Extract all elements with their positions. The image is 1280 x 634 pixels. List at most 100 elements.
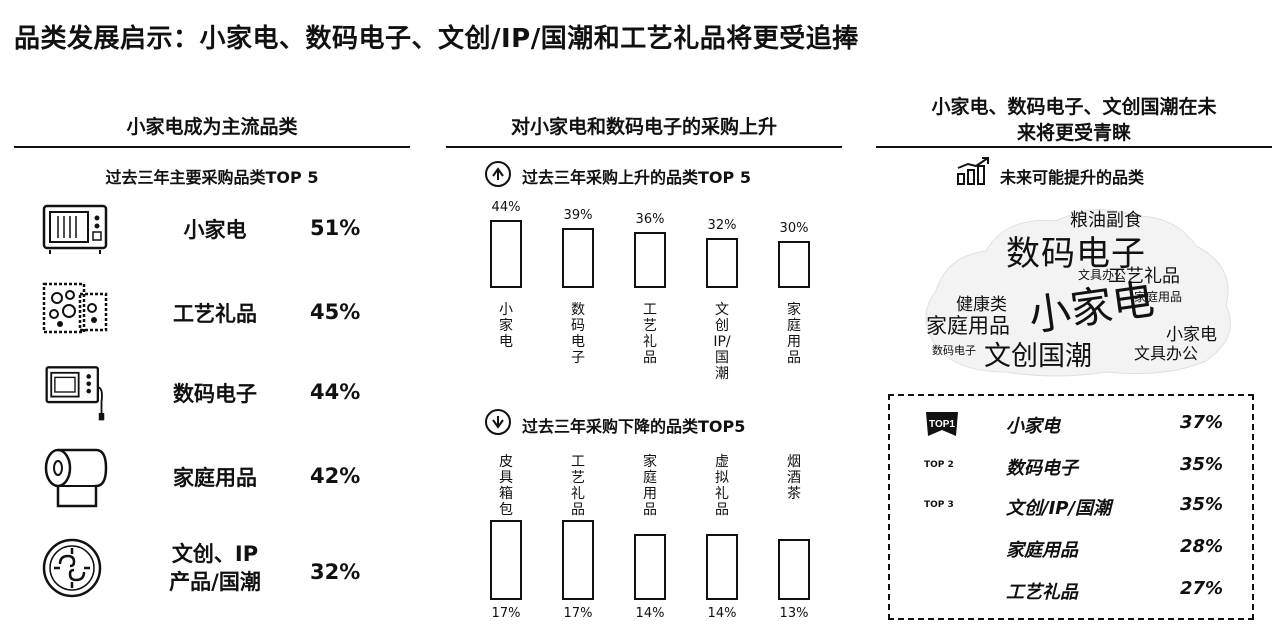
future-ranking-box: TOP1 小家电 37% TOP 2 数码电子 35% TOP 3 文创/IP/…: [888, 394, 1254, 620]
up-bar: [562, 228, 594, 288]
up-bar: [634, 232, 666, 288]
left-heading: 小家电成为主流品类: [126, 116, 298, 138]
up-bar-category: 工艺礼品: [643, 302, 657, 366]
right-subheading: 未来可能提升的品类: [1000, 168, 1145, 187]
up-bar-category: 数码电子: [571, 302, 585, 366]
cloud-word: 小家电: [1166, 325, 1217, 345]
up-chart-title: 过去三年采购上升的品类TOP 5: [522, 168, 751, 187]
page-title: 品类发展启示：小家电、数码电子、文创/IP/国潮和工艺礼品将更受追捧: [14, 24, 859, 54]
down-bar-value: 14%: [707, 606, 737, 621]
growth-chart-icon: [957, 157, 989, 185]
cloud-word: 家庭用品: [926, 314, 1010, 338]
down-bar-category: 家庭用品: [643, 454, 657, 518]
left-subheading: 过去三年主要采购品类TOP 5: [105, 168, 319, 187]
right-heading-line2: 来将更受青睐: [1016, 122, 1131, 144]
cloud-word: 数码电子: [1006, 234, 1146, 274]
cloud-word: 文创国潮: [984, 341, 1092, 372]
ranking-name: 文创/IP/国潮: [1006, 498, 1112, 519]
category-row: 小家电 51%: [40, 198, 380, 268]
down-bar-value: 14%: [635, 606, 665, 621]
microwave-icon: [42, 204, 108, 254]
cloud-word: 文具办公: [1078, 268, 1127, 282]
up-bar-value: 32%: [707, 218, 737, 233]
category-value: 32%: [310, 560, 361, 584]
top1-badge-label: TOP1: [929, 419, 955, 430]
up-bar-value: 30%: [779, 221, 809, 236]
up-chart: 44% 小家电 39% 数码电子 36% 工艺礼品 32% 文创IP/国潮 30% 家庭用品: [460, 190, 840, 390]
cloud-word: 健康类: [956, 295, 1007, 315]
cloud-word: 粮油副食: [1070, 210, 1142, 231]
down-chart-title: 过去三年采购下降的品类TOP5: [522, 417, 746, 436]
word-cloud: 粮油副食 数码电子 小家电 文具办公 工艺礼品 健康类 家庭用品 小家电 文创国…: [916, 196, 1246, 380]
category-row: 文创、IP 产品/国潮 32%: [40, 536, 380, 606]
down-bar-value: 13%: [779, 606, 809, 621]
up-bar-category: 文创IP/国潮: [713, 302, 731, 382]
cloud-word: 文具办公: [1134, 344, 1199, 363]
craft-gift-icon: [42, 282, 108, 334]
ranking-name: 工艺礼品: [1006, 582, 1078, 603]
top2-badge: TOP 2: [924, 460, 954, 470]
ranking-row: 工艺礼品 27%: [890, 576, 1256, 606]
down-bar: [634, 534, 666, 600]
ranking-value: 28%: [1180, 536, 1224, 557]
up-bar-category: 家庭用品: [787, 302, 801, 366]
category-name: 家庭用品: [173, 466, 257, 490]
category-name: 小家电: [183, 218, 247, 242]
ranking-name: 家庭用品: [1006, 540, 1078, 561]
up-bar: [778, 241, 810, 288]
cloud-word: 数码电子: [932, 344, 976, 357]
cloud-shape: [925, 209, 1231, 377]
ranking-row: TOP 3 文创/IP/国潮 35%: [890, 492, 1256, 522]
down-bar-value: 17%: [491, 606, 521, 621]
paper-roll-icon: [44, 448, 108, 508]
category-name: 数码电子: [173, 382, 257, 406]
down-bar: [706, 534, 738, 600]
up-bar: [490, 220, 522, 288]
ranking-value: 37%: [1180, 412, 1224, 433]
category-row: 工艺礼品 45%: [40, 278, 380, 348]
ranking-row: TOP 2 数码电子 35%: [890, 452, 1256, 482]
ranking-row: TOP1 小家电 37%: [890, 410, 1256, 440]
down-bar-category: 皮具箱包: [499, 454, 513, 518]
chinese-pattern-icon: [42, 538, 102, 598]
up-bar: [706, 238, 738, 288]
middle-rule: [446, 146, 842, 148]
category-row: 数码电子 44%: [40, 360, 380, 430]
category-value: 51%: [310, 216, 361, 240]
down-bar: [778, 539, 810, 600]
down-bar-category: 工艺礼品: [571, 454, 585, 518]
middle-heading: 对小家电和数码电子的采购上升: [510, 116, 777, 138]
category-value: 45%: [310, 300, 361, 324]
ranking-name: 数码电子: [1006, 458, 1078, 479]
right-rule: [876, 146, 1272, 148]
right-heading-line1: 小家电、数码电子、文创国潮在未: [931, 96, 1217, 118]
category-row: 家庭用品 42%: [40, 446, 380, 516]
ranking-value: 35%: [1180, 494, 1224, 515]
category-name: 工艺礼品: [173, 302, 257, 326]
down-bar-value: 17%: [563, 606, 593, 621]
top3-badge: TOP 3: [924, 500, 954, 510]
up-bar-value: 44%: [491, 200, 521, 215]
cloud-word: 工艺礼品: [1108, 266, 1180, 287]
down-bar: [490, 520, 522, 600]
category-value: 44%: [310, 380, 361, 404]
ranking-value: 35%: [1180, 454, 1224, 475]
down-bar-category: 烟酒茶: [787, 454, 801, 502]
category-name: 文创、IP 产品/国潮: [169, 542, 261, 594]
ranking-value: 27%: [1180, 578, 1224, 599]
down-bar: [562, 520, 594, 600]
cloud-word: 家庭用品: [1134, 290, 1183, 304]
ranking-row: 家庭用品 28%: [890, 534, 1256, 564]
up-bar-value: 39%: [563, 208, 593, 223]
top1-badge-icon: TOP1: [926, 412, 958, 436]
ranking-name: 小家电: [1006, 416, 1060, 437]
arrow-down-circle-icon: [485, 409, 511, 435]
digital-device-icon: [45, 366, 105, 421]
down-bar-category: 虚拟礼品: [715, 454, 729, 518]
up-bar-category: 小家电: [499, 302, 513, 350]
up-bar-value: 36%: [635, 212, 665, 227]
down-chart: 皮具箱包 17% 工艺礼品 17% 家庭用品 14% 虚拟礼品 14% 烟酒茶 13%: [460, 448, 840, 628]
category-value: 42%: [310, 464, 361, 488]
left-rule: [14, 146, 410, 148]
arrow-up-circle-icon: [485, 161, 511, 187]
